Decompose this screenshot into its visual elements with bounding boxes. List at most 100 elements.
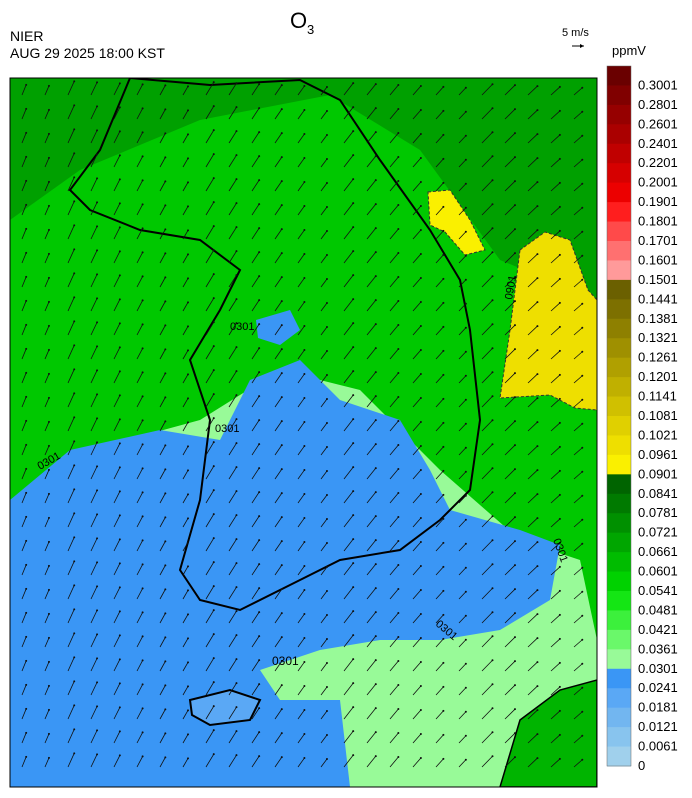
wind-vector	[21, 396, 27, 408]
wind-vector-head	[536, 493, 539, 496]
wind-vector-head	[141, 587, 144, 590]
wind-vector	[366, 371, 377, 384]
wind-vector-head	[25, 707, 28, 710]
wind-vector-head	[187, 757, 190, 760]
colorbar-swatch	[607, 493, 631, 514]
wind-vector	[67, 81, 75, 96]
wind-vector-head	[513, 372, 516, 375]
wind-vector	[274, 612, 283, 624]
colorbar-swatch	[607, 532, 631, 553]
wind-vector-head	[141, 755, 144, 758]
wind-vector	[550, 662, 561, 672]
wind-vector-head	[47, 252, 50, 255]
wind-vector-head	[513, 276, 516, 279]
wind-vector	[343, 298, 354, 312]
wind-vector	[136, 612, 143, 624]
wind-vector-head	[73, 320, 76, 323]
wind-vector-head	[325, 301, 328, 304]
wind-vector-head	[187, 589, 190, 592]
wind-vector-head	[73, 752, 76, 755]
wind-vector	[205, 657, 215, 672]
wind-vector-head	[25, 731, 28, 734]
wind-vector-head	[419, 84, 422, 87]
wind-vector-head	[352, 490, 355, 493]
wind-vector	[481, 131, 493, 144]
wind-vector	[90, 538, 98, 552]
wind-vector-head	[118, 370, 121, 373]
wind-vector-head	[235, 562, 238, 565]
wind-vector	[320, 686, 328, 696]
wind-vector	[550, 182, 561, 192]
wind-vector-head	[442, 757, 445, 760]
wind-vector	[67, 753, 75, 768]
wind-vector-head	[464, 278, 467, 281]
wind-vector	[481, 731, 493, 744]
wind-vector	[412, 661, 422, 672]
wind-vector	[113, 491, 121, 504]
wind-vector-head	[491, 107, 494, 110]
wind-vector-head	[141, 83, 144, 86]
wind-vector	[136, 756, 143, 768]
wind-vector-head	[536, 445, 539, 448]
wind-vector-head	[212, 681, 215, 684]
wind-vector	[297, 205, 305, 216]
wind-vector	[481, 227, 493, 240]
wind-vector-head	[141, 611, 144, 614]
wind-vector-head	[352, 298, 355, 301]
wind-vector-head	[303, 181, 306, 184]
wind-vector	[228, 730, 237, 744]
wind-vector	[21, 324, 27, 336]
wind-vector	[297, 229, 305, 240]
wind-vector	[113, 563, 121, 576]
wind-vector-head	[47, 564, 50, 567]
agency: NIER	[10, 28, 43, 44]
wind-vector	[527, 253, 538, 264]
wind-vector	[251, 611, 260, 624]
wind-vector	[113, 443, 121, 456]
wind-vector-head	[141, 131, 144, 134]
wind-vector	[458, 327, 467, 336]
wind-vector-head	[442, 469, 445, 472]
wind-vector-head	[212, 465, 215, 468]
colorbar-swatch	[607, 454, 631, 475]
wind-vector-head	[558, 301, 561, 304]
wind-vector	[343, 538, 354, 552]
wind-vector-head	[47, 612, 50, 615]
wind-vector-head	[25, 347, 28, 350]
wind-vector	[205, 81, 215, 96]
wind-vector	[90, 418, 98, 432]
wind-vector	[435, 302, 444, 312]
wind-vector	[504, 420, 516, 432]
wind-vector	[504, 276, 516, 288]
wind-vector	[573, 279, 583, 288]
wind-vector	[274, 564, 283, 576]
wind-vector-head	[73, 512, 76, 515]
colorbar-unit: ppmV	[612, 43, 646, 58]
wind-vector	[297, 685, 305, 696]
wind-vector-head	[464, 110, 467, 113]
wind-vector-head	[491, 131, 494, 134]
wind-vector	[205, 105, 215, 120]
wind-vector	[320, 758, 328, 768]
wind-vector	[573, 687, 583, 696]
yellow-region	[499, 231, 597, 411]
wind-vector-head	[325, 613, 328, 616]
wind-vector-head	[491, 491, 494, 494]
wind-vector	[44, 373, 50, 384]
wind-vector-head	[442, 301, 445, 304]
colorbar-swatch	[607, 279, 631, 300]
wind-vector-head	[258, 203, 261, 206]
wind-vector-head	[491, 347, 494, 350]
wind-vector	[389, 540, 399, 552]
wind-vector-head	[558, 469, 561, 472]
wind-vector	[389, 660, 399, 672]
wind-vector	[412, 229, 422, 240]
wind-vector	[550, 302, 561, 312]
map: 0301 0301 0301 0301 0301 0901 0301	[10, 78, 597, 787]
wind-vector-head	[25, 611, 28, 614]
wind-vector-head	[581, 302, 584, 305]
wind-vector	[113, 347, 121, 360]
wind-vector	[366, 203, 377, 216]
wind-vector-head	[212, 369, 215, 372]
wind-vector	[435, 230, 444, 240]
